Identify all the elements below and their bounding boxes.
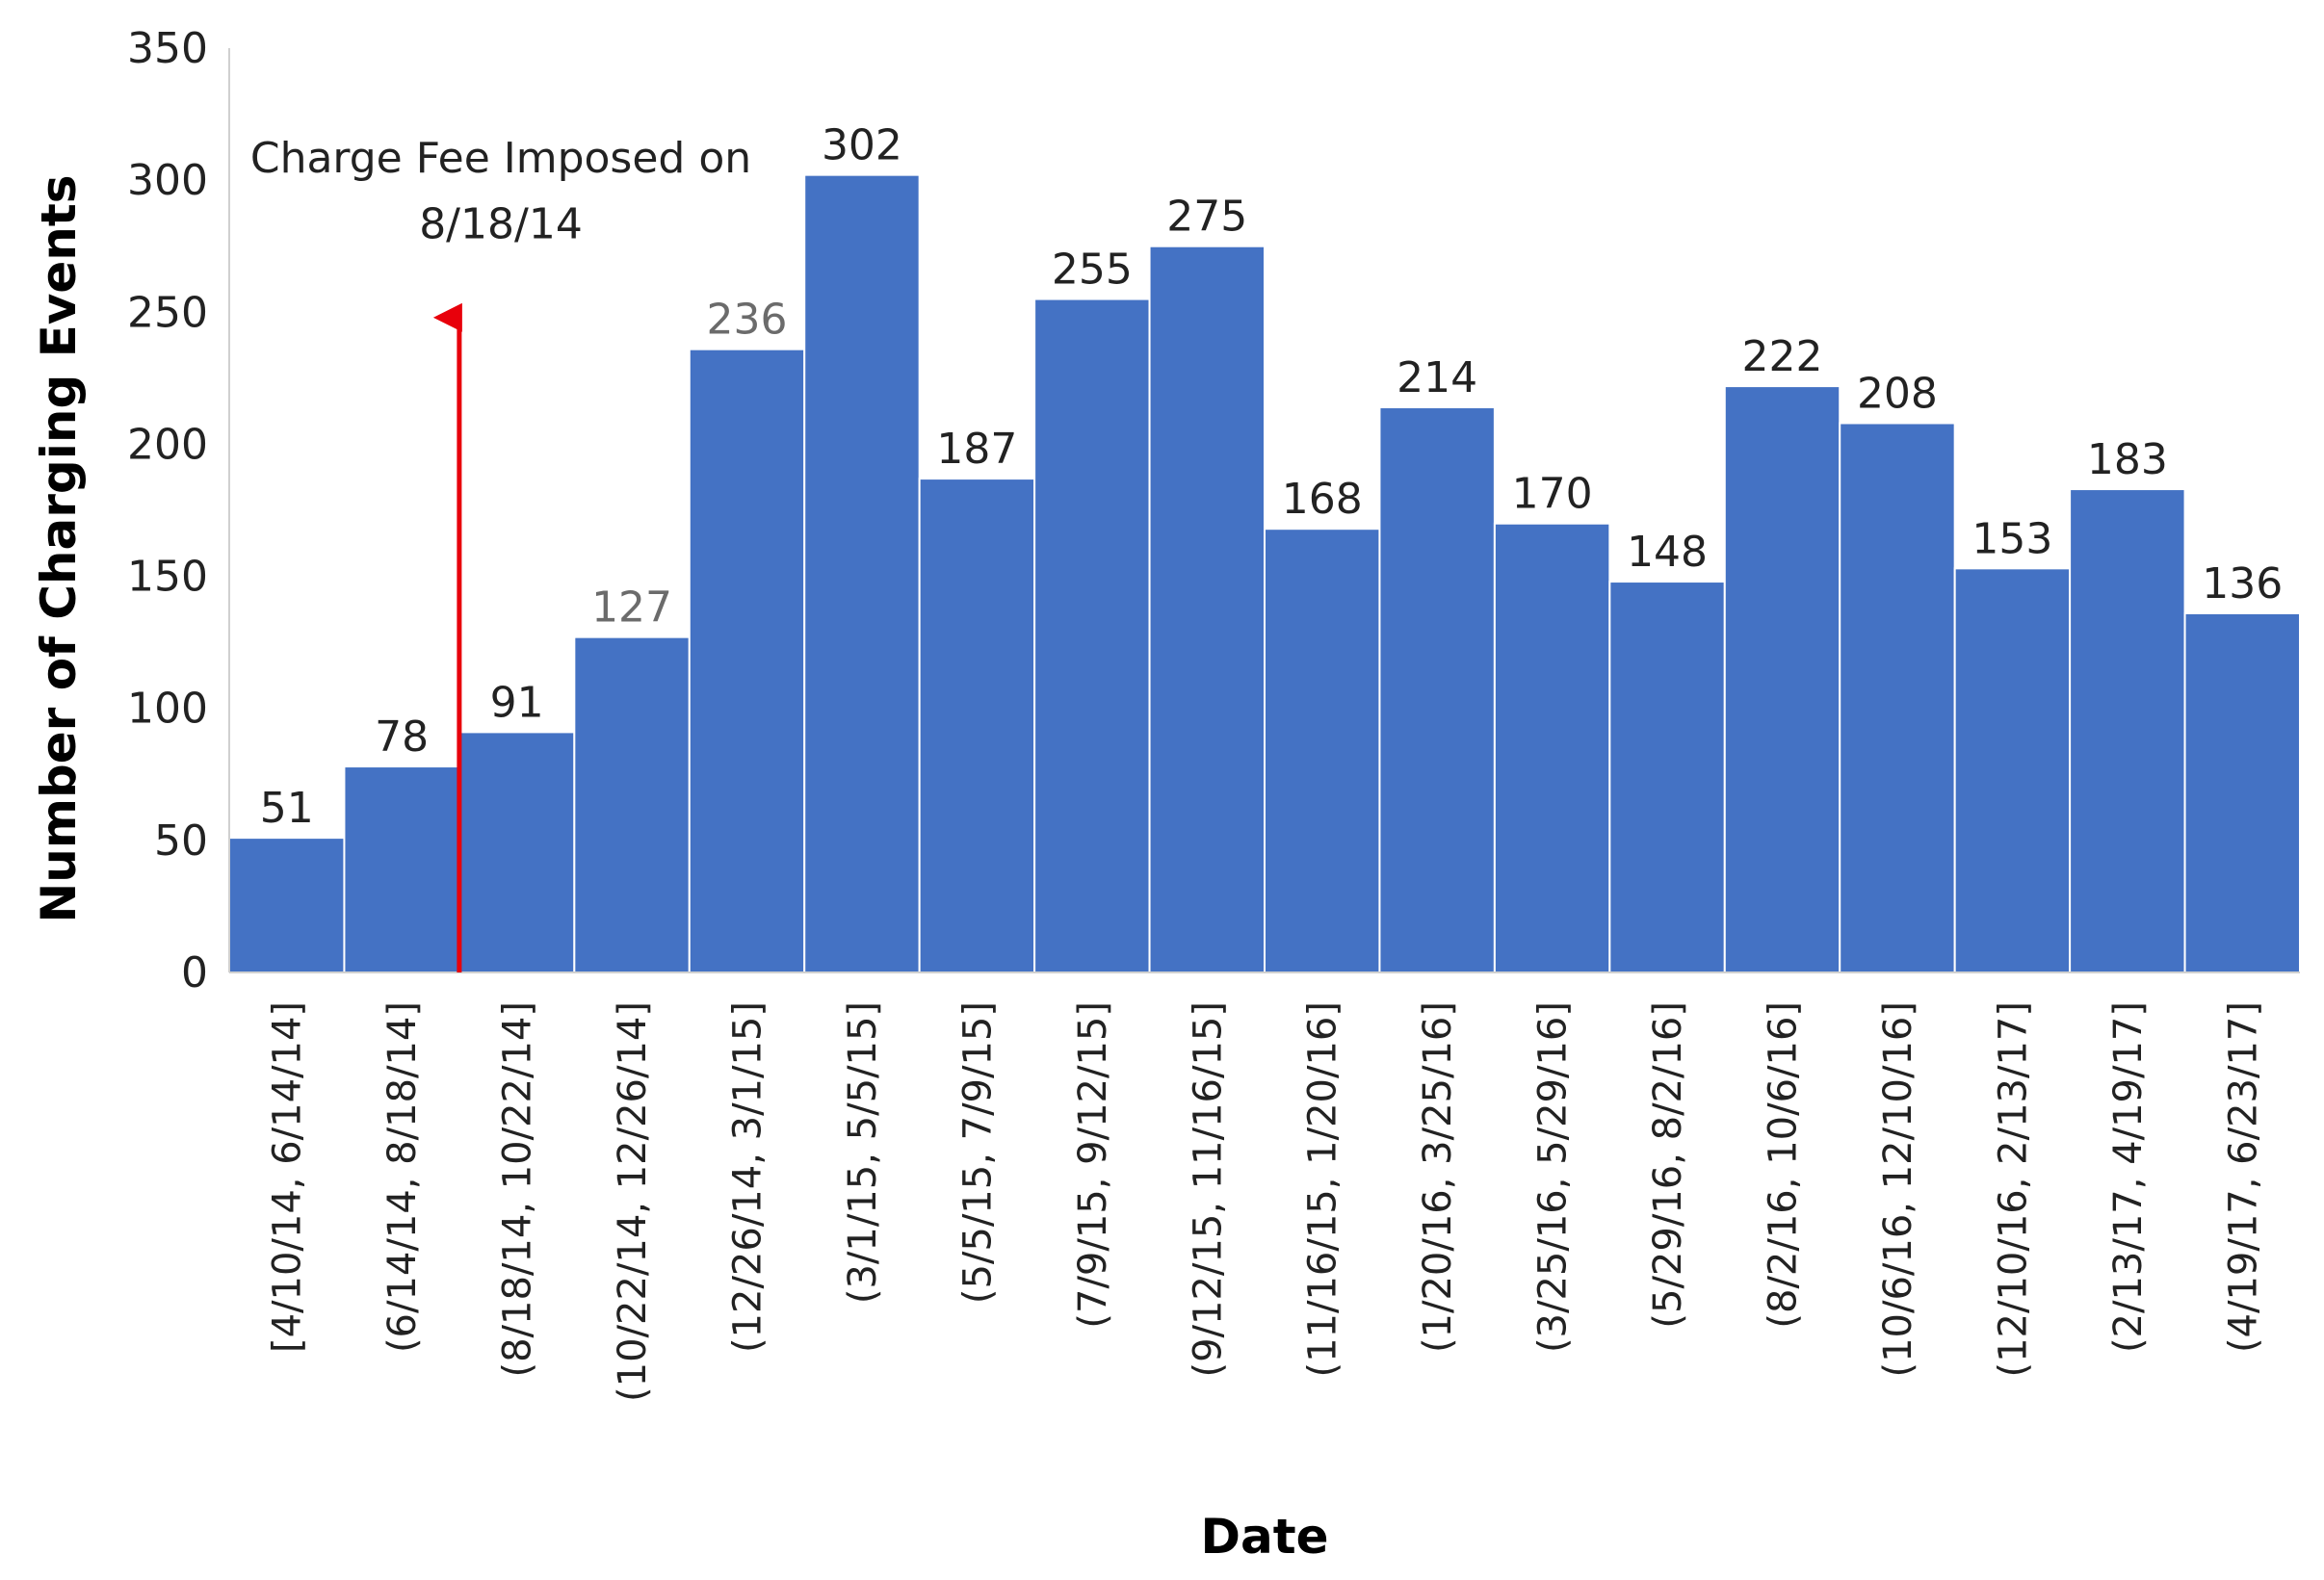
x-category-label-8: (7/9/15, 9/12/15] [1071,1001,1115,1329]
x-category-label-6: (3/1/15, 5/5/15] [841,1001,885,1304]
fee-annotation-line2: 8/18/14 [419,199,583,248]
bar-3 [457,731,576,974]
data-label-11: 214 [1397,353,1477,402]
x-category-label-12: (3/25/16, 5/29/16] [1531,1001,1576,1353]
bar-4 [573,635,691,974]
bar-9 [1148,245,1266,973]
y-axis-title: Number of Charging Events [31,174,87,922]
x-category-label-1: [4/10/14, 6/14/14] [266,1001,310,1353]
data-label-17: 183 [2087,435,2168,484]
data-label-2: 78 [375,712,429,762]
data-label-10: 168 [1282,475,1363,524]
data-label-5: 236 [707,296,788,345]
y-tick-labels: 0 50 100 150 200 250 300 350 [127,24,208,997]
data-label-16: 153 [1971,514,2052,563]
fee-annotation: Charge Fee Imposed on 8/18/14 [250,134,751,972]
data-label-3: 91 [490,678,544,727]
bar-12 [1493,522,1611,973]
data-labels: 51 78 91 127 236 302 187 255 275 168 214 170 148 222 2… [260,121,2284,833]
x-category-label-11: (1/20/16, 3/25/16] [1416,1001,1460,1353]
bar-17 [2069,488,2186,973]
x-category-label-2: (6/14/14, 8/18/14] [380,1001,425,1353]
bar-16 [1953,567,2072,973]
bar-7 [918,478,1036,974]
y-tick-label-300: 300 [127,156,208,205]
data-label-7: 187 [936,425,1017,474]
y-tick-label-100: 100 [127,685,208,734]
x-category-label-13: (5/29/16, 8/2/16] [1646,1001,1690,1329]
data-label-6: 302 [822,121,902,170]
x-category-label-5: (12/26/14, 3/1/15] [726,1001,770,1353]
bar-1 [228,837,346,973]
data-label-13: 148 [1627,528,1708,577]
fee-annotation-line1: Charge Fee Imposed on [250,134,751,183]
bar-18 [2183,611,2302,973]
x-category-label-4: (10/22/14, 12/26/14] [611,1001,655,1402]
bar-8 [1033,298,1151,974]
x-category-label-14: (8/2/16, 10/6/16] [1762,1001,1806,1329]
x-category-label-17: (2/13/17, 4/19/17] [2106,1001,2151,1353]
x-category-label-9: (9/12/15, 11/16/15] [1186,1001,1230,1378]
bar-2 [343,765,460,973]
x-category-label-7: (5/5/15, 7/9/15] [955,1001,1000,1304]
bar-15 [1839,422,1956,973]
data-label-15: 208 [1857,369,1938,418]
bar-10 [1264,528,1381,973]
data-label-18: 136 [2202,559,2283,609]
data-label-14: 222 [1742,332,1823,381]
bar-6 [803,173,921,973]
y-tick-label-50: 50 [154,816,208,866]
bar-13 [1608,581,1726,973]
data-label-12: 170 [1512,470,1593,519]
axes-layer [228,48,2300,973]
x-category-labels: [4/10/14, 6/14/14] (6/14/14, 8/18/14] (8/1… [266,1001,2266,1402]
bar-5 [688,348,806,973]
x-category-label-3: (8/18/14, 10/22/14] [496,1001,540,1378]
y-tick-label-350: 350 [127,24,208,73]
y-tick-label-250: 250 [127,288,208,337]
bar-11 [1378,406,1496,973]
bar-14 [1723,385,1841,974]
data-label-8: 255 [1052,246,1133,295]
data-label-1: 51 [260,784,314,833]
x-category-label-16: (12/10/16, 2/13/17] [1991,1001,2035,1378]
data-label-9: 275 [1166,193,1247,242]
y-tick-label-200: 200 [127,420,208,469]
bars-layer [228,173,2302,974]
x-axis-title: Date [1200,1509,1328,1565]
x-category-label-10: (11/16/15, 1/20/16] [1301,1001,1345,1378]
y-tick-label-150: 150 [127,553,208,602]
x-category-label-15: (10/6/16, 12/10/16] [1876,1001,1920,1378]
y-tick-label-0: 0 [181,948,208,997]
x-category-label-18: (4/19/17, 6/23/17] [2221,1001,2265,1353]
data-label-4: 127 [591,583,672,633]
